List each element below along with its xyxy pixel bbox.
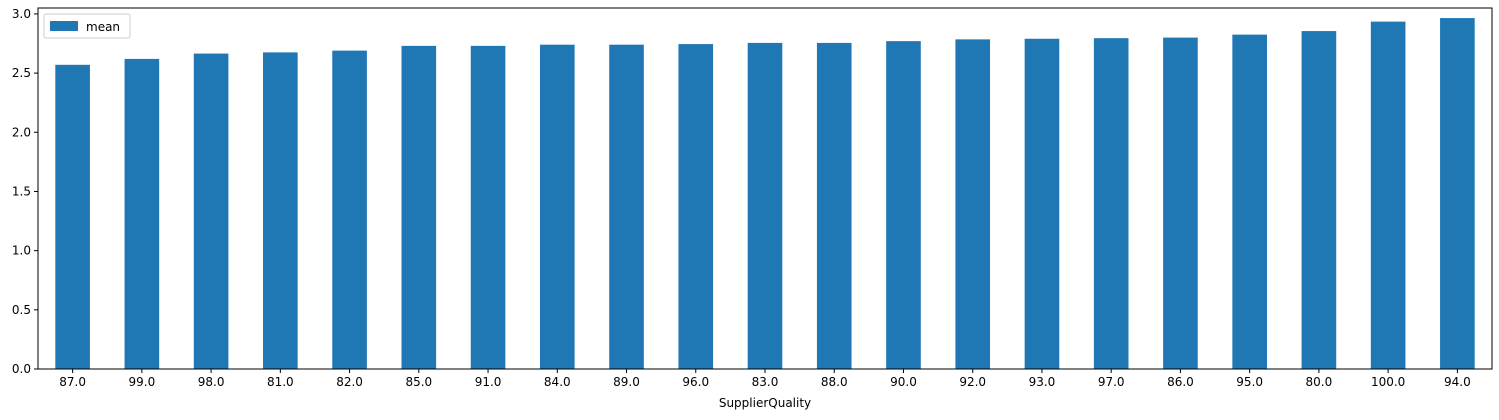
x-tick-label: 99.0	[128, 375, 155, 389]
bar	[609, 44, 644, 369]
bar	[263, 52, 298, 369]
y-tick-label: 3.0	[12, 7, 31, 21]
x-tick-label: 81.0	[267, 375, 294, 389]
y-tick-label: 1.0	[12, 244, 31, 258]
x-tick-label: 86.0	[1167, 375, 1194, 389]
x-tick-label: 96.0	[682, 375, 709, 389]
y-axis: 0.0 0.5 1.0 1.5 2.0 2.5 3.0	[12, 7, 38, 376]
bar	[1301, 31, 1337, 370]
x-tick-label: 80.0	[1306, 375, 1333, 389]
bar	[1440, 18, 1475, 370]
y-tick-label: 1.5	[12, 184, 31, 198]
bar	[55, 64, 90, 369]
x-axis: 87.0 99.0 98.0 81.0 82.0 85.0 91.0 84.0 89.0 96.0…	[59, 369, 1471, 389]
legend: mean	[43, 13, 131, 39]
bar	[955, 39, 991, 370]
x-axis-label: SupplierQuality	[719, 396, 811, 410]
legend-entry-mean: mean	[86, 20, 120, 34]
y-tick-label: 2.0	[12, 125, 31, 139]
bar	[816, 42, 852, 370]
bar	[401, 45, 437, 369]
bar	[747, 42, 783, 370]
bar	[470, 45, 506, 369]
x-tick-label: 88.0	[821, 375, 848, 389]
x-tick-label: 94.0	[1444, 375, 1471, 389]
bar	[1093, 38, 1129, 370]
plot-frame	[37, 7, 1493, 370]
x-tick-label: 98.0	[198, 375, 225, 389]
x-tick-label: 100.0	[1371, 375, 1405, 389]
bar	[1024, 38, 1060, 370]
y-tick-label: 0.0	[12, 362, 31, 376]
bar	[1163, 37, 1198, 370]
x-tick-label: 90.0	[890, 375, 917, 389]
bar	[193, 53, 229, 369]
legend-swatch	[50, 21, 78, 31]
bar	[678, 44, 714, 369]
bar	[332, 50, 367, 370]
bar	[886, 41, 921, 369]
bars-group	[55, 18, 1475, 370]
x-tick-label: 89.0	[613, 375, 640, 389]
y-tick-label: 0.5	[12, 303, 31, 317]
bar	[1370, 21, 1406, 370]
x-tick-label: 91.0	[475, 375, 502, 389]
legend-box	[43, 13, 131, 39]
x-tick-label: 84.0	[544, 375, 571, 389]
x-tick-label: 83.0	[752, 375, 779, 389]
x-tick-label: 87.0	[59, 375, 86, 389]
y-tick-label: 2.5	[12, 66, 31, 80]
x-tick-label: 97.0	[1098, 375, 1125, 389]
bar	[1232, 34, 1267, 369]
x-tick-label: 93.0	[1029, 375, 1056, 389]
x-tick-label: 82.0	[336, 375, 363, 389]
x-tick-label: 85.0	[405, 375, 432, 389]
bar	[124, 58, 160, 370]
x-tick-label: 92.0	[959, 375, 986, 389]
bar	[539, 44, 575, 369]
x-tick-label: 95.0	[1236, 375, 1263, 389]
